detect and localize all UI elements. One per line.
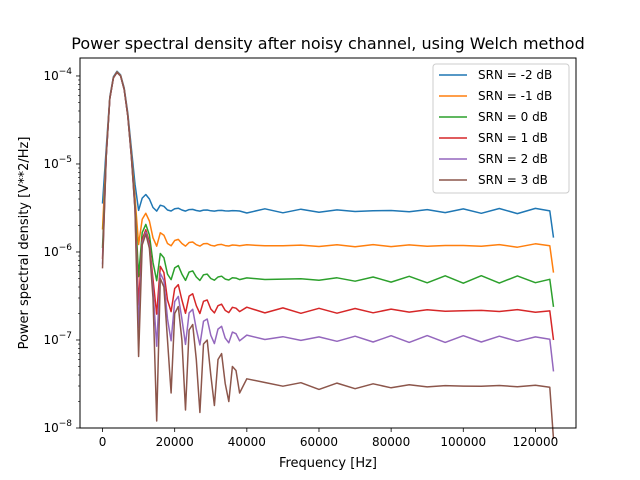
- y-tick-label: 10−4: [43, 67, 72, 83]
- x-tick-label: 40000: [228, 435, 266, 449]
- legend-label: SRN = 1 dB: [478, 131, 548, 145]
- y-tick-label: 10−8: [43, 419, 72, 435]
- x-tick-label: 120000: [513, 435, 559, 449]
- x-tick-label: 0: [99, 435, 107, 449]
- plot-area: [101, 70, 555, 440]
- y-tick-label: 10−6: [43, 243, 72, 259]
- legend-label: SRN = 0 dB: [478, 110, 548, 124]
- chart-title: Power spectral density after noisy chann…: [71, 34, 585, 53]
- x-tick-label: 80000: [372, 435, 410, 449]
- legend-label: SRN = -2 dB: [478, 68, 552, 82]
- x-axis: 0 20000 40000 60000 80000 100000 120000: [99, 428, 559, 449]
- y-tick-label: 10−5: [43, 155, 72, 171]
- series-line: [101, 70, 555, 238]
- y-tick-label: 10−7: [43, 331, 72, 347]
- x-axis-label: Frequency [Hz]: [279, 456, 377, 471]
- series-line: [101, 71, 555, 273]
- y-axis: 10−8 10−7 10−6 10−5 10−4: [43, 67, 80, 435]
- plot-frame: [79, 57, 577, 429]
- y-axis-label: Power spectral density [V**2/Hz]: [17, 137, 32, 350]
- legend-label: SRN = 2 dB: [478, 152, 548, 166]
- x-tick-label: 20000: [156, 435, 194, 449]
- series-line: [101, 71, 555, 440]
- x-tick-label: 100000: [440, 435, 486, 449]
- legend-label: SRN = 3 dB: [478, 173, 548, 187]
- x-tick-label: 60000: [300, 435, 338, 449]
- legend-label: SRN = -1 dB: [478, 89, 552, 103]
- legend: SRN = -2 dB SRN = -1 dB SRN = 0 dB SRN = 1 …: [432, 63, 570, 194]
